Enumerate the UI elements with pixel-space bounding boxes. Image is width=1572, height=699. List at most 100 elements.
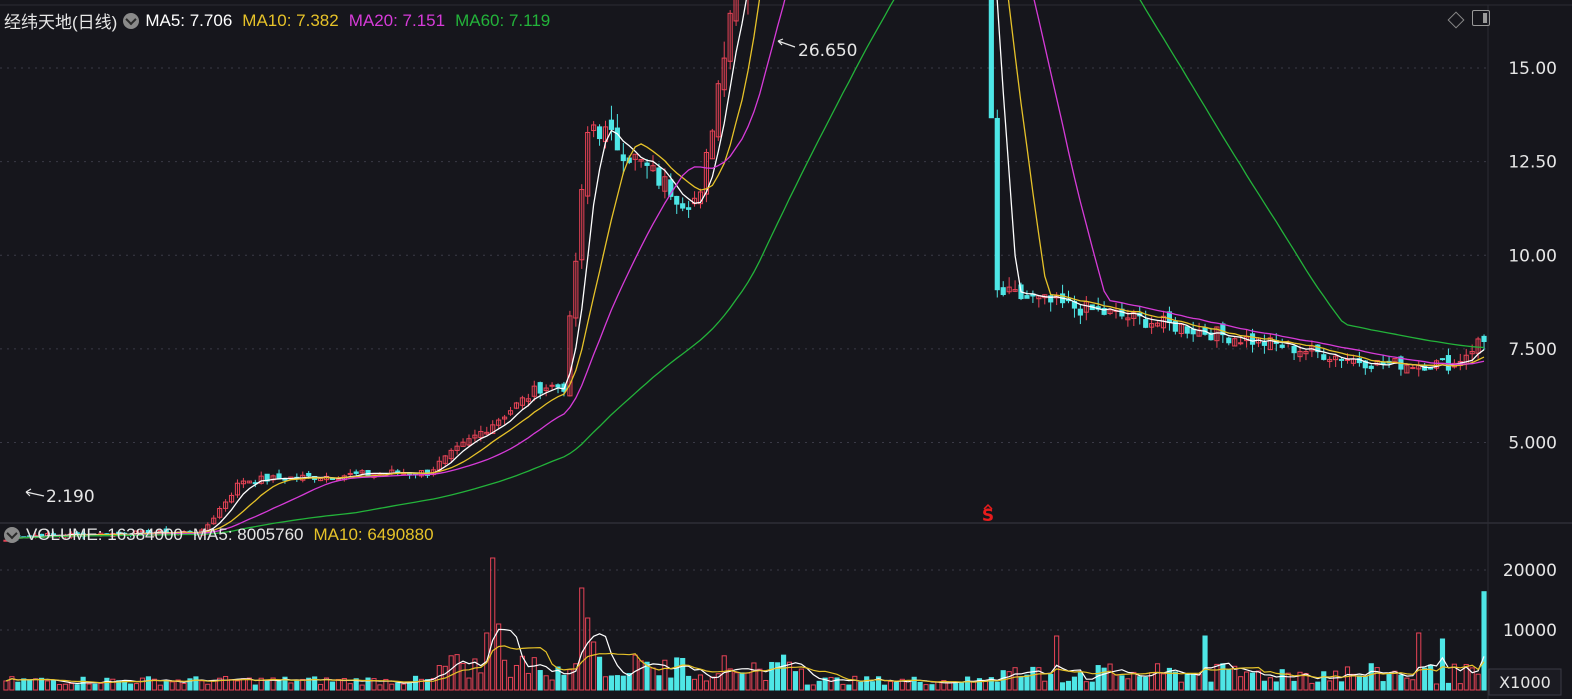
volume-bar <box>436 665 442 691</box>
candle-body <box>709 130 715 160</box>
candle-body <box>721 57 727 91</box>
price-tick-label: 5.000 <box>1508 434 1557 454</box>
volume-bar <box>1261 680 1267 691</box>
candle-body <box>1321 354 1327 360</box>
volume-bar <box>929 684 935 691</box>
volume-bar <box>970 680 977 691</box>
volume-bar <box>300 678 306 691</box>
volume-bar <box>1125 678 1131 691</box>
volume-bar <box>418 678 425 691</box>
volume-bar <box>1249 672 1256 691</box>
candle-body <box>211 517 217 525</box>
candle-body <box>496 419 502 426</box>
volume-bar <box>1285 672 1291 691</box>
candle-body <box>1481 335 1487 342</box>
candle-body <box>1184 326 1190 334</box>
candle-body <box>1154 322 1161 327</box>
volume-bar <box>917 681 923 691</box>
volume-bar <box>608 675 615 691</box>
volume-bar <box>727 668 733 691</box>
volume-bar <box>1481 591 1487 691</box>
volume-bar <box>1071 676 1078 691</box>
volume-tick-label: 10000 <box>1503 621 1557 641</box>
volume-bar <box>193 676 199 691</box>
candle-body <box>1315 344 1321 353</box>
volume-bar <box>181 682 187 691</box>
candle-body <box>549 384 555 387</box>
volume-bar <box>1172 671 1178 691</box>
candle-body <box>1149 323 1155 328</box>
candle-body <box>50 533 57 536</box>
volume-bar <box>620 675 626 691</box>
volume-bar <box>1048 673 1054 691</box>
diamond-icon[interactable] <box>1447 11 1465 29</box>
volume-bar <box>1113 674 1119 691</box>
volume-bar <box>691 678 698 691</box>
volume-bar <box>1279 669 1285 691</box>
chevron-down-icon[interactable] <box>4 527 20 543</box>
volume-bar <box>110 678 116 691</box>
volume-bar <box>1439 638 1446 691</box>
candle-body <box>1368 365 1374 369</box>
candle-body <box>472 434 478 439</box>
volume-bar <box>721 655 727 691</box>
candle-body <box>1006 286 1012 293</box>
volume-bar <box>276 679 282 691</box>
volume-bar <box>1119 675 1125 691</box>
candle-body <box>988 0 994 119</box>
volume-bar <box>703 680 709 691</box>
volume-bar <box>1166 667 1173 691</box>
candle-body <box>1338 358 1345 361</box>
volume-bar <box>1392 670 1398 691</box>
candle-body <box>223 501 229 509</box>
chevron-down-icon[interactable] <box>123 12 140 29</box>
volume-bar <box>365 677 371 691</box>
volume-bar <box>1208 681 1214 691</box>
candle-body <box>1208 332 1214 341</box>
volume-bar <box>549 679 555 691</box>
volume-bar <box>1018 676 1024 691</box>
volume-bar <box>994 681 1000 691</box>
volume-bar <box>798 668 804 691</box>
volume-bar <box>21 678 27 691</box>
volume-bar <box>448 655 454 691</box>
candle-body <box>519 397 525 406</box>
volume-bar <box>596 656 603 691</box>
candle-body <box>454 445 460 451</box>
volume-bar <box>323 677 330 691</box>
volume-bar <box>401 683 407 691</box>
volume-bar <box>163 680 169 691</box>
candle-body <box>668 179 674 197</box>
volume-bar <box>484 632 490 691</box>
low-arrow <box>25 488 45 497</box>
volume-bar <box>614 675 620 691</box>
candle-body <box>240 480 246 485</box>
candle-body <box>614 127 620 151</box>
volume-bar <box>169 681 175 691</box>
volume-bar <box>561 674 567 691</box>
candle-body <box>1048 295 1054 303</box>
volume-bar <box>383 678 389 691</box>
volume-bar <box>270 677 276 691</box>
volume-bar <box>626 672 632 691</box>
candle-body <box>567 315 573 397</box>
candle-body <box>1012 289 1018 292</box>
candle-body <box>703 152 709 195</box>
volume-bar <box>786 661 793 691</box>
volume-bar <box>858 681 864 691</box>
candle-body <box>1297 350 1303 358</box>
volume-bar <box>1202 635 1208 691</box>
ma60-line <box>5 0 1485 541</box>
candle-body <box>638 159 644 162</box>
candle-body <box>1101 307 1107 315</box>
volume-bar <box>543 675 549 691</box>
panel-toggle-icon[interactable] <box>1472 10 1490 26</box>
volume-bar <box>478 672 484 691</box>
volume-bar <box>775 662 781 691</box>
volume-bar <box>537 670 543 691</box>
candle-body <box>1143 319 1149 328</box>
volume-bar <box>490 557 496 691</box>
volume-bar <box>341 678 347 691</box>
volume-bar <box>1178 681 1184 691</box>
